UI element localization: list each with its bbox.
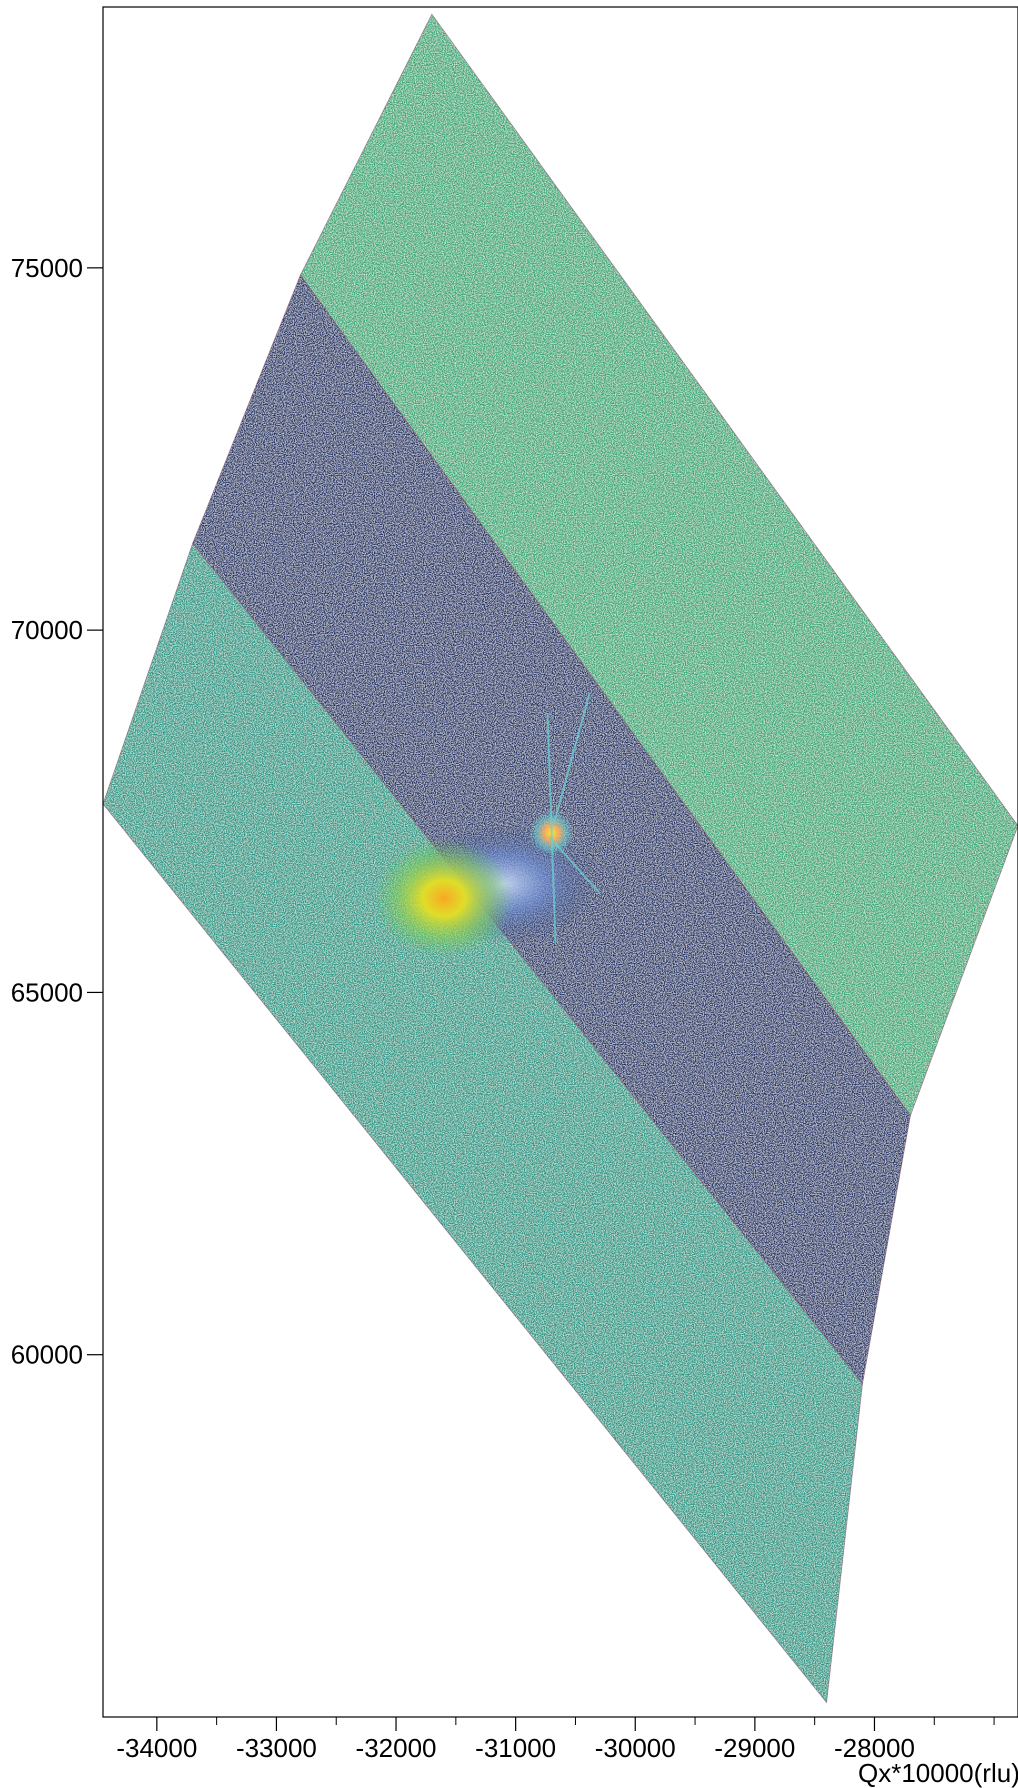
diffraction-peaks <box>373 692 601 959</box>
peak-streak <box>548 836 601 894</box>
x-tick-label: -29000 <box>714 1733 795 1763</box>
x-tick-label: -31000 <box>475 1733 556 1763</box>
x-tick-label: -32000 <box>356 1733 437 1763</box>
scan-band-upper-band <box>300 14 1018 1116</box>
x-tick-label: -33000 <box>236 1733 317 1763</box>
peak-hot <box>373 838 514 959</box>
peak-streak <box>552 692 591 826</box>
y-tick-label: 65000 <box>11 977 83 1007</box>
peak-streak <box>546 712 557 944</box>
y-tick-label: 70000 <box>11 615 83 645</box>
y-axis: 60000 65000 70000 75000 <box>11 253 103 1370</box>
y-tick-label: 60000 <box>11 1340 83 1370</box>
plot-frame <box>102 6 1018 1718</box>
x-tick-label: -30000 <box>595 1733 676 1763</box>
scan-band-lower-band <box>103 543 863 1703</box>
y-tick-label: 75000 <box>11 253 83 283</box>
x-tick-label: -34000 <box>116 1733 197 1763</box>
scan-band-sheen-lower-band <box>103 543 863 1703</box>
scan-band-edge-lower-band <box>103 542 863 1704</box>
x-axis-title: Qx*10000(rlu) <box>858 1758 1018 1788</box>
x-axis: -34000 -33000 -32000 -31000 -30000 -29000 -280… <box>116 1717 995 1763</box>
scan-band-sheen-upper-band <box>300 14 1018 1116</box>
x-tick-label: -28000 <box>834 1733 915 1763</box>
